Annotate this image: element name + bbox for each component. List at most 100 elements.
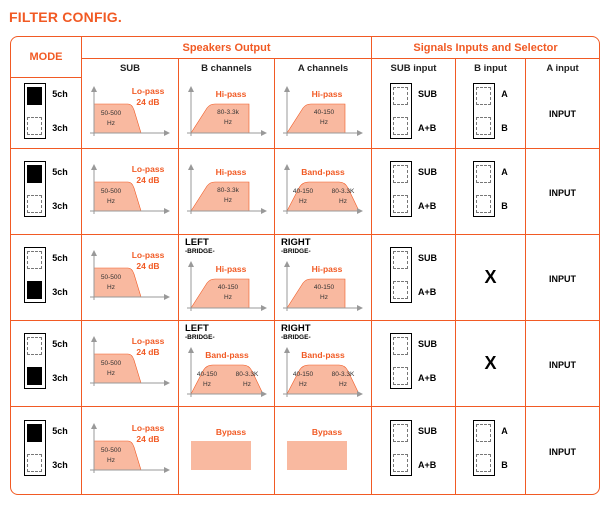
mode-switch[interactable]: 5ch 3ch (24, 333, 68, 389)
y-arrow-icon (187, 85, 194, 92)
filter-graph-hipass: Hi-pass 40-150 Hz (186, 261, 267, 311)
switch-label-bottom: 3ch (52, 460, 68, 470)
switch-body[interactable] (24, 161, 47, 217)
bridge-label: -BRIDGE- (281, 248, 311, 255)
switch-label-bottom: B (501, 460, 508, 470)
graph-text: 24 dB (136, 97, 159, 107)
mode-switch[interactable]: 5ch 3ch (24, 82, 68, 139)
switch-label-top: 5ch (52, 339, 68, 349)
sub-filter-cell: Lo-pass 24 dB 50-500 Hz (82, 78, 179, 149)
y-arrow-icon (284, 164, 290, 170)
graph-text: Lo-pass (132, 250, 165, 260)
switch-slot-bottom (476, 195, 492, 213)
a-input-cell: INPUT (526, 149, 599, 235)
a-filter-cell: RIGHT -BRIDGE- Band-pass 40-150 Hz 80-3.3K Hz (275, 321, 373, 407)
switch-label-top: SUB (418, 426, 438, 436)
y-arrow-icon (187, 164, 194, 170)
a-input-label: INPUT (549, 359, 576, 370)
switch-label-top: 5ch (52, 167, 68, 177)
mode-switch[interactable]: 5ch 3ch (24, 161, 68, 217)
switch-slot-top (393, 424, 408, 442)
graph-text: Hi-pass (215, 89, 246, 99)
switch-slot-top (393, 165, 408, 183)
graph-text: Hz (107, 198, 115, 205)
mode-switch[interactable]: 5ch 3ch (24, 420, 68, 476)
x-arrow-icon (260, 391, 267, 397)
sub-input-cell: SUB A+B (372, 321, 457, 407)
switch-body[interactable] (473, 82, 496, 139)
graph-text: 80-3.3k (217, 109, 239, 116)
graph-text: Hz (320, 119, 328, 126)
switch-body[interactable] (390, 333, 412, 389)
graph-text: Lo-pass (132, 336, 165, 346)
switch-body[interactable] (390, 247, 412, 303)
b-filter-cell: LEFT -BRIDGE- Band-pass 40-150 Hz 80-3.3K Hz (179, 321, 275, 407)
switch-slot-bottom (27, 116, 43, 135)
graph-text: Hz (107, 120, 115, 127)
switch-label-bottom: B (501, 201, 508, 211)
switch-body[interactable] (390, 82, 412, 139)
graph-text: 40-150 (217, 284, 238, 291)
graph-text: Hz (339, 198, 347, 205)
graph-text: Hz (224, 119, 232, 126)
bandpass-curve (286, 364, 360, 395)
filter-graph-hipass: Hi-pass 40-150 Hz (283, 261, 363, 311)
graph-text: 40-150 (293, 188, 314, 195)
a-filter-cell: RIGHT -BRIDGE- Hi-pass 40-150 Hz (275, 235, 373, 321)
switch-label-top: 5ch (52, 426, 68, 436)
x-arrow-icon (357, 129, 363, 136)
graph-text: 80-3.3K (332, 371, 355, 378)
not-available-mark: X (484, 353, 497, 373)
right-bridge-label-text: RIGHT (281, 323, 311, 334)
switch-label-bottom: A+B (418, 287, 437, 297)
switch-body[interactable] (24, 333, 47, 389)
graph-text: Hz (243, 381, 251, 388)
switch-body[interactable] (390, 420, 412, 476)
switch-body[interactable] (24, 247, 47, 303)
page-title: FILTER CONFIG. (9, 9, 122, 25)
y-arrow-icon (91, 423, 97, 429)
switch-label-bottom: 3ch (52, 201, 68, 211)
switch-label-bottom: 3ch (52, 287, 68, 297)
filter-graph-hipass: Hi-pass 40-150 Hz (283, 85, 363, 136)
switch-slot-bottom (476, 454, 492, 472)
sub-input-switch[interactable]: SUB A+B (390, 333, 437, 389)
bandpass-curve (286, 181, 360, 212)
left-bridge-label: LEFT -BRIDGE- (185, 323, 215, 342)
mode-switch[interactable]: 5ch 3ch (24, 247, 68, 303)
switch-body[interactable] (390, 161, 412, 217)
switch-body[interactable] (473, 161, 496, 217)
lowpass-curve (93, 353, 142, 384)
sub-input-switch[interactable]: SUB A+B (390, 420, 437, 476)
sub-input-switch[interactable]: SUB A+B (390, 82, 438, 139)
filter-graph-bandpass: Band-pass 40-150 Hz 80-3.3K Hz (186, 347, 267, 397)
graph-text: Hi-pass (312, 264, 343, 274)
switch-label-bottom: A+B (418, 373, 437, 383)
graph-text: Hz (299, 198, 307, 205)
sub-input-switch[interactable]: SUB A+B (390, 247, 437, 303)
graph-text: Bypass (312, 427, 343, 437)
switch-body[interactable] (24, 420, 47, 476)
switch-body[interactable] (24, 82, 47, 139)
sub-input-switch[interactable]: SUB A+B (390, 161, 437, 217)
graph-text: 80-3.3K (332, 188, 355, 195)
switch-body[interactable] (473, 420, 496, 476)
switch-slot-bottom (393, 454, 408, 472)
switch-label-top: A (501, 88, 508, 99)
switch-slot-bottom (476, 116, 492, 135)
x-arrow-icon (260, 208, 267, 214)
a-input-header: A input (546, 63, 579, 74)
x-arrow-icon (357, 208, 363, 214)
bridge-label: -BRIDGE- (185, 248, 215, 255)
switch-label-top: SUB (418, 167, 438, 177)
switch-label-top: SUB (418, 88, 438, 99)
sub-input-header: SUB input (372, 59, 457, 78)
a-input-cell: INPUT (526, 407, 599, 494)
